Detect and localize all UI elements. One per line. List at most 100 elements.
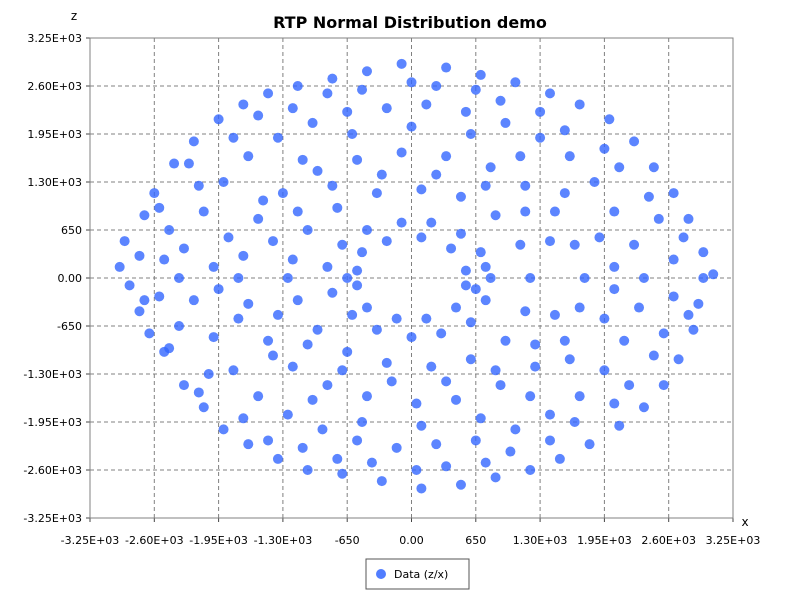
data-point — [159, 254, 170, 265]
data-point — [322, 380, 333, 391]
data-point — [441, 461, 452, 472]
data-point — [559, 188, 570, 199]
chart-title: RTP Normal Distribution demo — [273, 13, 547, 32]
data-point — [668, 254, 679, 265]
data-point — [406, 77, 417, 88]
legend-marker-icon — [376, 569, 386, 579]
data-point — [619, 335, 630, 346]
data-points — [114, 58, 719, 494]
data-point — [263, 88, 274, 99]
data-point — [525, 391, 536, 402]
data-point — [485, 273, 496, 283]
data-point — [460, 106, 471, 117]
data-point — [361, 302, 372, 313]
y-tick-label: 1.95E+03 — [27, 128, 82, 141]
data-point — [381, 357, 392, 368]
data-point — [287, 254, 298, 265]
data-point — [263, 335, 274, 346]
data-point — [139, 210, 150, 221]
data-point — [579, 273, 590, 283]
data-point — [574, 302, 585, 313]
data-point — [406, 332, 417, 343]
data-point — [282, 409, 293, 420]
data-point — [599, 365, 610, 376]
data-point — [243, 151, 254, 162]
data-point — [604, 114, 615, 125]
y-tick-label: 0.00 — [58, 272, 83, 285]
data-point — [154, 202, 165, 213]
data-point — [589, 177, 600, 187]
data-point — [366, 457, 377, 468]
data-point — [174, 321, 185, 331]
data-point — [658, 328, 669, 339]
data-point — [673, 354, 684, 365]
data-point — [688, 324, 699, 335]
y-tick-label: -1.95E+03 — [23, 416, 82, 429]
data-point — [648, 350, 659, 361]
y-tick-label: -2.60E+03 — [23, 464, 82, 477]
data-point — [505, 446, 516, 457]
x-tick-label: -1.30E+03 — [254, 534, 313, 547]
data-point — [455, 228, 466, 239]
x-tick-label: -1.95E+03 — [189, 534, 248, 547]
data-point — [282, 273, 293, 283]
data-point — [302, 465, 313, 475]
data-point — [124, 280, 135, 291]
data-point — [549, 206, 560, 217]
data-point — [258, 195, 269, 206]
plot-border — [89, 37, 734, 519]
data-point — [609, 398, 620, 409]
data-point — [327, 180, 338, 191]
data-point — [411, 398, 422, 409]
data-point — [495, 95, 506, 106]
data-point — [470, 284, 481, 295]
data-point — [371, 188, 382, 199]
data-point — [411, 465, 422, 475]
data-point — [277, 188, 288, 199]
data-point — [614, 162, 625, 173]
data-point — [149, 188, 160, 199]
data-point — [396, 58, 407, 69]
data-point — [218, 424, 229, 435]
data-point — [683, 213, 694, 224]
data-point — [668, 291, 679, 302]
data-point — [421, 99, 432, 110]
data-point — [643, 191, 654, 202]
data-point — [455, 191, 466, 202]
data-point — [436, 328, 447, 339]
data-point — [337, 365, 348, 376]
data-point — [475, 413, 486, 424]
data-point — [599, 313, 610, 324]
data-point — [208, 261, 219, 272]
data-point — [559, 125, 570, 136]
data-point — [352, 280, 363, 291]
data-point — [416, 232, 427, 243]
data-point — [441, 62, 452, 73]
data-point — [376, 169, 387, 180]
data-point — [238, 99, 249, 110]
data-point — [535, 132, 546, 143]
legend: Data (z/x) — [365, 558, 470, 590]
x-tick-label: 1.30E+03 — [513, 534, 568, 547]
data-point — [510, 77, 521, 88]
data-point — [134, 306, 145, 317]
data-point — [198, 206, 209, 217]
data-point — [653, 213, 664, 224]
data-point — [357, 417, 368, 427]
data-point — [361, 391, 372, 402]
data-point — [544, 409, 555, 420]
data-point — [451, 302, 462, 313]
data-point — [238, 250, 249, 261]
data-point — [114, 261, 125, 272]
data-point — [554, 453, 565, 464]
data-point — [381, 236, 392, 247]
data-point — [485, 162, 496, 173]
data-point — [475, 247, 486, 258]
data-point — [609, 261, 620, 272]
data-point — [391, 313, 402, 324]
data-point — [708, 269, 719, 280]
x-tick-label: 650 — [465, 534, 486, 547]
data-point — [609, 284, 620, 295]
data-point — [624, 380, 635, 391]
